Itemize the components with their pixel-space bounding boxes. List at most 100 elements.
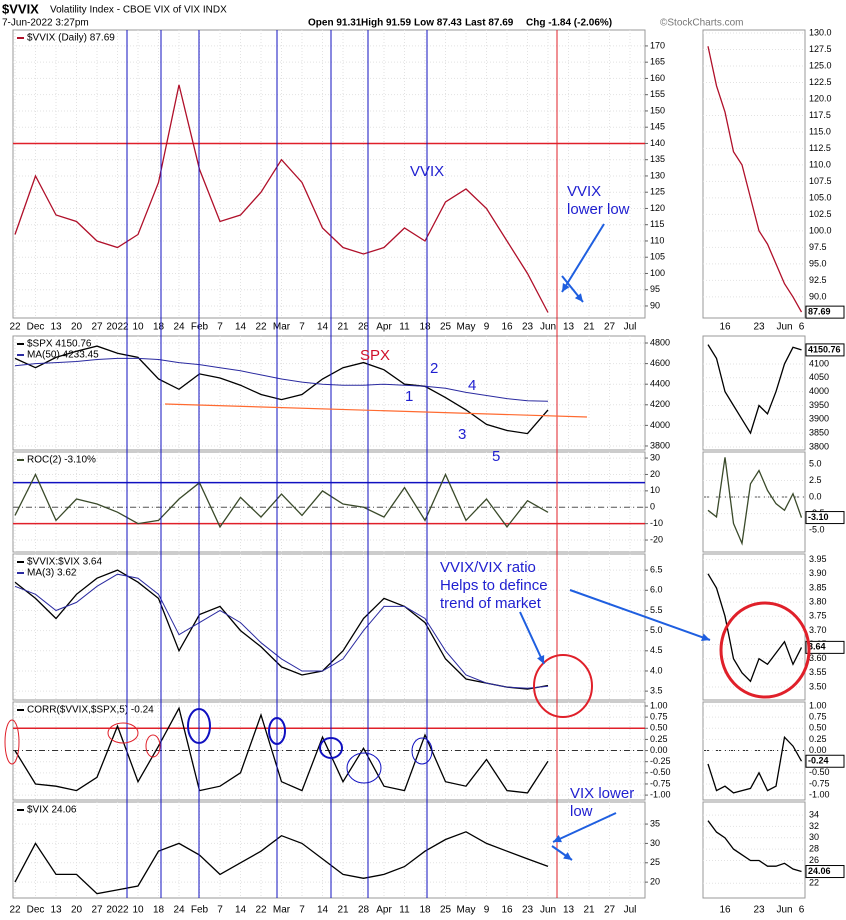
- zoom-y-tick-label: 3850: [809, 427, 829, 437]
- y-tick-label: 0: [650, 502, 655, 512]
- x-tick-label: 27: [604, 905, 616, 916]
- x-tick-label: 21: [337, 905, 349, 916]
- zoom-y-tick-label: 30: [809, 832, 819, 842]
- last-value-box: [805, 511, 845, 525]
- annotation: VIX lower: [570, 785, 634, 802]
- zoom-y-tick-label: 3.55: [809, 667, 827, 677]
- arrow-head: [574, 293, 583, 302]
- last-value-box: [805, 865, 845, 879]
- x-tick-label: 23: [522, 322, 534, 333]
- zoom-y-tick-label: 112.5: [809, 143, 831, 153]
- y-tick-label: -0.25: [650, 756, 671, 766]
- y-tick-label: 120: [650, 203, 665, 213]
- y-tick-label: 4.5: [650, 645, 663, 655]
- panel-frame: [12, 553, 646, 701]
- zoom-y-tick-label: 0.0: [809, 491, 822, 501]
- zoom-y-tick-label: 95.0: [809, 258, 827, 268]
- zoom-y-tick-label: 90.0: [809, 291, 827, 301]
- x-tick-label: 10: [132, 322, 144, 333]
- x-tick-label: 2022: [106, 905, 129, 916]
- y-tick-label: -20: [650, 534, 663, 544]
- low: Low 87.43: [414, 18, 462, 29]
- zoom-y-tick-label: 0.00: [809, 745, 827, 755]
- arrow-head: [562, 283, 570, 292]
- x-tick-label: 22: [255, 905, 267, 916]
- y-tick-label: 4800: [650, 337, 670, 347]
- highlight-circle: [187, 708, 211, 744]
- y-tick-label: 105: [650, 252, 665, 262]
- zoom-frame: [702, 29, 806, 319]
- zoom-x-tick-label: Jun: [776, 322, 792, 333]
- zoom-y-tick-label: 3.85: [809, 582, 827, 592]
- arrow: [561, 223, 605, 293]
- y-tick-label: 1.00: [650, 700, 668, 710]
- y-tick-label: 130: [650, 170, 665, 180]
- annotation: VVIX: [567, 183, 601, 200]
- annotation: 3: [458, 426, 466, 443]
- zoom-y-tick-label: 100.0: [809, 225, 832, 235]
- zoom-y-tick-label: 102.5: [809, 209, 832, 219]
- x-tick-label: Jul: [624, 905, 637, 916]
- zoom-y-tick-label: 115.0: [809, 126, 831, 136]
- x-tick-label: Apr: [376, 322, 392, 333]
- x-tick-label: 13: [50, 322, 62, 333]
- x-tick-label: Mar: [273, 905, 291, 916]
- x-tick-label: 9: [484, 322, 490, 333]
- zoom-y-tick-label: 3.50: [809, 681, 827, 691]
- y-tick-label: -0.75: [650, 778, 671, 788]
- x-tick-label: 2022: [106, 322, 129, 333]
- annotation: 4: [468, 377, 476, 394]
- zoom-frame: [702, 335, 806, 451]
- y-tick-label: 165: [650, 57, 665, 67]
- x-tick-label: Feb: [191, 905, 209, 916]
- last-value-label: 3.64: [808, 642, 826, 652]
- zoom-x-tick-label: 6: [799, 322, 805, 333]
- highlight-circle: [411, 737, 433, 765]
- zoom-y-tick-label: 117.5: [809, 110, 831, 120]
- high: High 91.59: [361, 18, 411, 29]
- last-value-label: 4150.76: [808, 344, 841, 354]
- annotation: trend of market: [440, 595, 542, 612]
- y-tick-label: 0.00: [650, 745, 668, 755]
- change: Chg -1.84 (-2.06%): [526, 18, 612, 29]
- y-tick-label: 4400: [650, 379, 670, 389]
- legend-label: $VVIX:$VIX 3.64: [27, 557, 102, 568]
- zoom-x-tick-label: 16: [719, 322, 731, 333]
- zoom-y-tick-label: -0.50: [809, 767, 830, 777]
- y-tick-label: 145: [650, 122, 665, 132]
- x-tick-label: 27: [604, 322, 616, 333]
- zoom-y-tick-label: 97.5: [809, 242, 827, 252]
- x-tick-label: May: [457, 905, 476, 916]
- series-line: [14, 831, 549, 895]
- series-line: [14, 569, 549, 690]
- series-line: [14, 345, 549, 435]
- x-tick-label: 9: [484, 905, 490, 916]
- y-tick-label: 100: [650, 268, 665, 278]
- zoom-y-tick-label: 110.0: [809, 159, 831, 169]
- annotation: 5: [492, 448, 500, 465]
- zoom-y-tick-label: 26: [809, 855, 819, 865]
- zoom-series-line: [707, 46, 803, 313]
- highlight-circle: [319, 737, 343, 759]
- y-tick-label: 4.0: [650, 665, 663, 675]
- x-tick-label: 18: [419, 322, 431, 333]
- zoom-y-tick-label: 3.80: [809, 596, 827, 606]
- x-tick-label: 18: [419, 905, 431, 916]
- x-tick-label: 7: [299, 905, 305, 916]
- zoom-series-line: [707, 735, 803, 794]
- x-tick-label: 21: [583, 905, 595, 916]
- x-tick-label: 24: [173, 322, 185, 333]
- x-tick-label: Apr: [376, 905, 392, 916]
- arrow-head: [701, 633, 710, 641]
- x-tick-label: 22: [255, 322, 267, 333]
- zoom-y-tick-label: 34: [809, 809, 819, 819]
- last-value-box: [805, 754, 845, 768]
- y-tick-label: 0.75: [650, 712, 668, 722]
- panel-frame: [12, 29, 646, 319]
- x-tick-label: 25: [440, 905, 452, 916]
- y-tick-label: 135: [650, 154, 665, 164]
- zoom-y-tick-label: 0.25: [809, 734, 827, 744]
- zoom-y-tick-label: 105.0: [809, 192, 832, 202]
- series-line: [14, 573, 549, 689]
- x-tick-label: 13: [563, 322, 575, 333]
